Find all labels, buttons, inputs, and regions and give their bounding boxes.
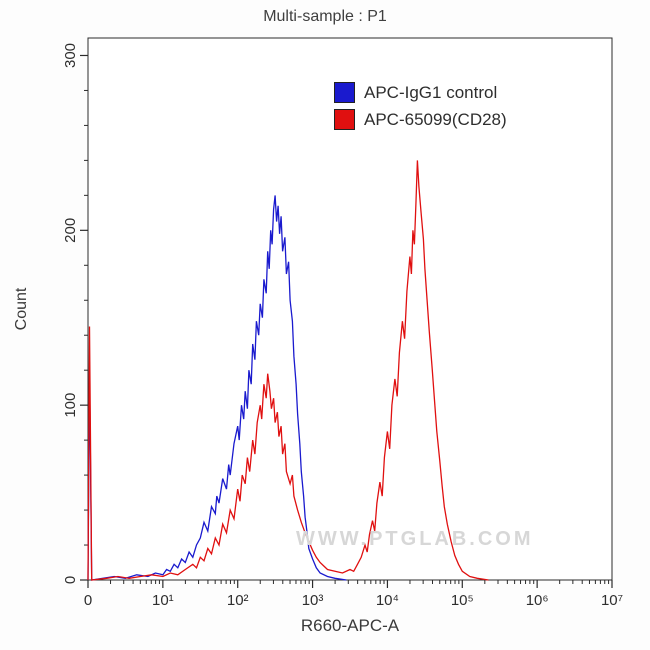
x-tick-label: 10⁵ [451, 592, 474, 609]
legend-label: APC-65099(CD28) [364, 109, 507, 129]
legend-item-control: APC-IgG1 control [334, 82, 507, 103]
watermark: WWW.PTGLAB.COM [296, 528, 534, 550]
legend-item-cd28: APC-65099(CD28) [334, 109, 507, 130]
x-tick-label: 10⁶ [526, 592, 549, 609]
legend-swatch-red [334, 109, 355, 130]
y-tick-label: 200 [62, 218, 79, 243]
x-tick-label: 10⁴ [376, 592, 399, 609]
x-tick-label: 10² [227, 592, 249, 609]
histogram-trace-0 [87, 195, 347, 581]
legend-label: APC-IgG1 control [364, 82, 498, 102]
y-tick-label: 300 [62, 43, 79, 68]
y-axis-title: Count [13, 287, 30, 331]
legend: APC-IgG1 control APC-65099(CD28) [334, 82, 507, 130]
x-tick-label: 10⁷ [601, 592, 623, 609]
plot-frame [87, 37, 613, 581]
x-axis-title: R660-APC-A [300, 616, 400, 635]
x-tick-label: 0 [84, 592, 92, 609]
y-tick-label: 0 [62, 576, 79, 584]
histogram-trace-1 [87, 160, 489, 581]
y-tick-label: 100 [62, 393, 79, 418]
legend-swatch-blue [334, 82, 355, 103]
chart-title: Multi-sample : P1 [263, 8, 387, 25]
x-tick-label: 10³ [302, 592, 324, 609]
x-tick-label: 10¹ [152, 592, 174, 609]
